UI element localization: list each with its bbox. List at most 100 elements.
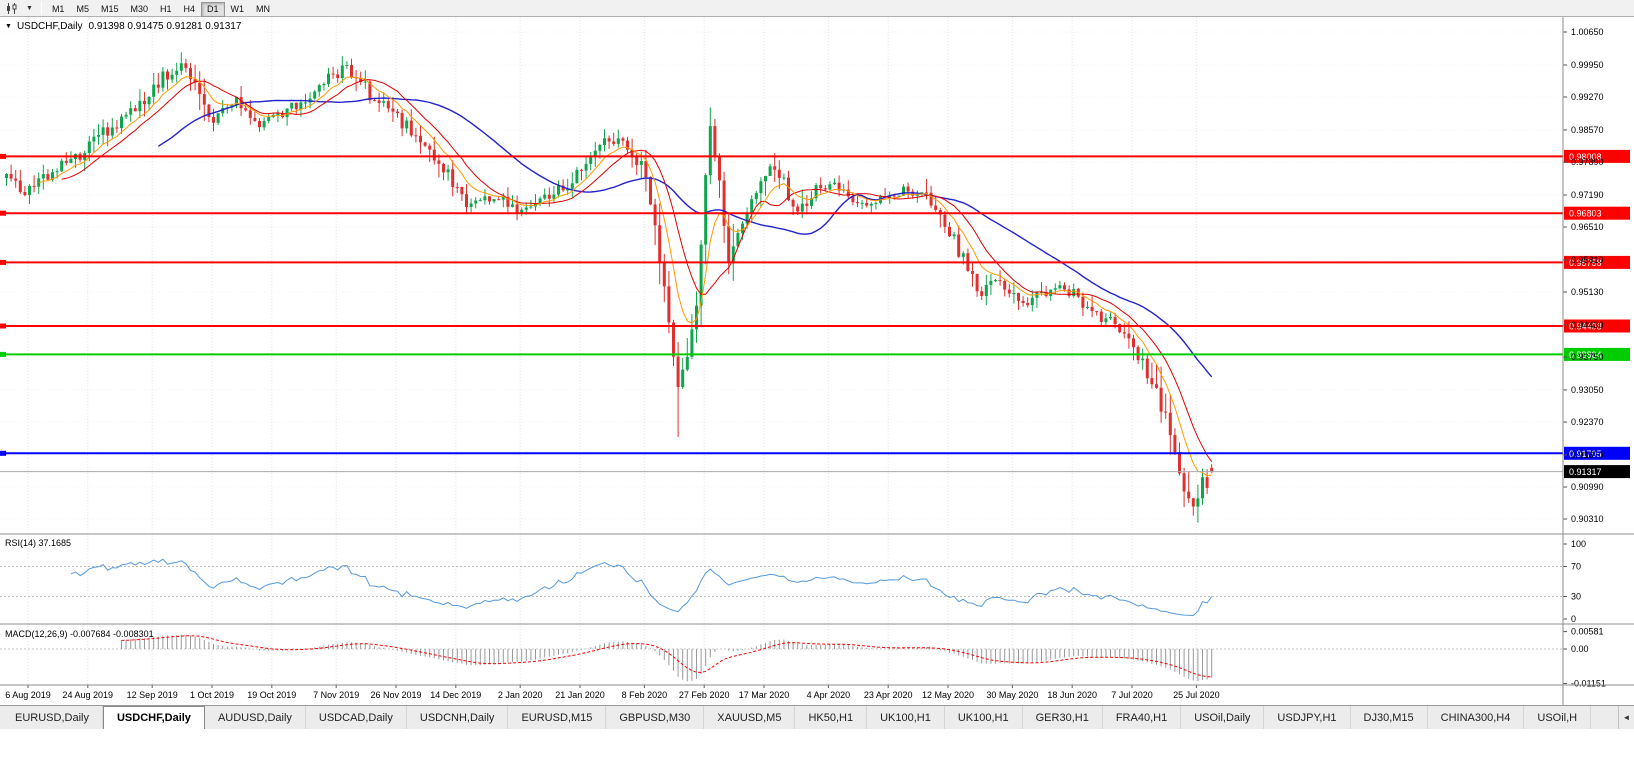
date-axis-label: 7 Nov 2019 — [313, 690, 359, 700]
price-axis-label: 0.94430 — [1571, 320, 1604, 330]
candles-layer — [5, 52, 1214, 523]
date-axis-label: 27 Feb 2020 — [679, 690, 730, 700]
macd-axis-label: 0.00581 — [1571, 627, 1604, 637]
timeframe-buttons-group: M1 M5 M15 M30 H1 H4 D1 W1 MN — [46, 0, 276, 17]
date-axis-label: 12 Sep 2019 — [127, 690, 178, 700]
date-axis-label: 30 May 2020 — [986, 690, 1038, 700]
price-axis-label: 0.90310 — [1571, 514, 1604, 524]
timeframe-button-m1[interactable]: M1 — [46, 2, 71, 17]
grid-layer — [0, 17, 1563, 685]
chart-dropdown-caret[interactable]: ▼ — [22, 1, 37, 16]
current-price-tag — [1564, 465, 1630, 479]
macd-axis-label: -0.01151 — [1571, 679, 1606, 689]
chart-tab-china300-h4[interactable]: CHINA300,H4 — [1428, 706, 1525, 729]
chart-tab-fra40-h1[interactable]: FRA40,H1 — [1103, 706, 1182, 729]
chart-tabs: EURUSD,Daily USDCHF,Daily AUDUSD,Daily USDC… — [0, 706, 1634, 729]
date-axis-label: 4 Apr 2020 — [807, 690, 851, 700]
date-axis-label: 6 Aug 2019 — [5, 690, 51, 700]
date-axis-label: 25 Jul 2020 — [1173, 690, 1220, 700]
date-axis-label: 1 Oct 2019 — [190, 690, 234, 700]
hline-price-tag — [1564, 347, 1630, 361]
chart-tabs-bar: EURUSD,Daily USDCHF,Daily AUDUSD,Daily USDC… — [0, 705, 1634, 729]
hline-handle[interactable] — [0, 153, 6, 159]
price-axis-label: 0.97890 — [1571, 157, 1604, 167]
current-price-tag-text: 0.91317 — [1569, 467, 1602, 477]
timeframe-button-h4[interactable]: H4 — [178, 2, 202, 17]
timeframe-button-h1[interactable]: H1 — [154, 2, 178, 17]
price-axis-label: 0.92370 — [1571, 417, 1604, 427]
timeframe-button-mn[interactable]: MN — [250, 2, 276, 17]
chart-tab-usoil-h[interactable]: USOil,H — [1524, 706, 1592, 729]
chart-tab-usdcad-daily[interactable]: USDCAD,Daily — [306, 706, 407, 729]
tab-scroll-left-button[interactable]: ◄ — [1618, 706, 1634, 729]
hline-price-tag-text: 0.96803 — [1569, 209, 1602, 219]
date-axis-label: 14 Dec 2019 — [430, 690, 481, 700]
price-axis-label: 0.99950 — [1571, 60, 1604, 70]
chart-tab-gbpusd-m30[interactable]: GBPUSD,M30 — [606, 706, 705, 729]
hline-handle[interactable] — [0, 259, 6, 265]
macd-signal-line — [121, 635, 1212, 678]
hline-handle[interactable] — [0, 210, 6, 216]
hline-handle[interactable] — [0, 351, 6, 357]
timeframe-button-m15[interactable]: M15 — [95, 2, 125, 17]
price-axis-label: 0.98570 — [1571, 125, 1604, 135]
price-axis-label: 0.90990 — [1571, 482, 1604, 492]
one-click-trading-caret-icon[interactable]: ▼ — [5, 23, 12, 30]
chart-tab-usdcnh-daily[interactable]: USDCNH,Daily — [407, 706, 509, 729]
timeframe-button-d1[interactable]: D1 — [201, 1, 225, 17]
date-axis-label: 2 Jan 2020 — [498, 690, 543, 700]
date-axis-label: 26 Nov 2019 — [370, 690, 421, 700]
timeframe-button-m5[interactable]: M5 — [70, 2, 95, 17]
price-axis-label: 0.93750 — [1571, 352, 1604, 362]
hline-handle[interactable] — [0, 323, 6, 329]
rsi-axis-label: 0 — [1571, 614, 1576, 624]
price-axis-label: 0.91670 — [1571, 450, 1604, 460]
chart-tab-xauusd-m5[interactable]: XAUUSD,M5 — [704, 706, 796, 729]
horizontal-lines-layer[interactable]: 0.98008 0.96803 0.95758 0.94408 0.93804 0.917… — [0, 149, 1630, 479]
chart-canvas[interactable]: 0.98008 0.96803 0.95758 0.94408 0.93804 0.917… — [0, 17, 1634, 705]
rsi-axis-label: 100 — [1571, 539, 1586, 549]
candlestick-chart-icon — [7, 2, 17, 14]
moving-averages-layer — [38, 76, 1213, 477]
hline-price-tag — [1564, 149, 1630, 163]
rsi-pane: 100 70 30 0 — [0, 539, 1586, 624]
pane-splitters[interactable] — [0, 17, 1634, 705]
chart-tab-eurusd-m15[interactable]: EURUSD,M15 — [508, 706, 607, 729]
chart-tab-eurusd-daily[interactable]: EURUSD,Daily — [2, 706, 103, 729]
hline-price-tag-text: 0.93804 — [1569, 350, 1602, 360]
timeframe-toolbar: ▼ M1 M5 M15 M30 H1 H4 D1 W1 MN — [0, 0, 1634, 17]
hline-price-tag-text: 0.91705 — [1569, 449, 1602, 459]
chart-tab-usdchf-daily[interactable]: USDCHF,Daily — [102, 706, 205, 729]
hline-price-tag-text: 0.94408 — [1569, 322, 1602, 332]
date-axis-label: 12 May 2020 — [922, 690, 974, 700]
date-axis-label: 23 Apr 2020 — [864, 690, 913, 700]
chart-tab-uk100-h1[interactable]: UK100,H1 — [867, 706, 945, 729]
chart-tab-uk100-h1[interactable]: UK100,H1 — [945, 706, 1023, 729]
price-axis-label: 0.95130 — [1571, 287, 1604, 297]
macd-pane: 0.00581 0.00 -0.01151 — [0, 627, 1606, 689]
chart-area[interactable]: 0.98008 0.96803 0.95758 0.94408 0.93804 0.917… — [0, 17, 1634, 705]
chart-tab-audusd-daily[interactable]: AUDUSD,Daily — [205, 706, 306, 729]
hline-price-tag — [1564, 206, 1630, 220]
price-axis-label: 0.95810 — [1571, 255, 1604, 265]
date-axis-label: 7 Jul 2020 — [1111, 690, 1153, 700]
chart-type-button[interactable] — [2, 1, 22, 16]
date-axis-label: 17 Mar 2020 — [739, 690, 790, 700]
date-axis[interactable]: 6 Aug 2019 24 Aug 2019 12 Sep 2019 1 Oct 20… — [5, 685, 1220, 700]
chart-tab-usoil-daily[interactable]: USOil,Daily — [1181, 706, 1265, 729]
macd-axis-label: 0.00 — [1571, 644, 1589, 654]
chart-tab-ger30-h1[interactable]: GER30,H1 — [1023, 706, 1103, 729]
hline-price-tag-text: 0.95758 — [1569, 258, 1602, 268]
chart-tab-dj30-m15[interactable]: DJ30,M15 — [1351, 706, 1428, 729]
macd-histogram — [121, 634, 1213, 682]
timeframe-button-m30[interactable]: M30 — [124, 2, 154, 17]
price-axis-label: 0.99270 — [1571, 92, 1604, 102]
chart-tab-hk50-h1[interactable]: HK50,H1 — [795, 706, 868, 729]
price-axis[interactable]: 1.00650 0.99950 0.99270 0.98570 0.97890 0.971… — [1563, 27, 1604, 524]
hline-handle[interactable] — [0, 450, 6, 456]
toolbar-separator — [40, 2, 42, 14]
timeframe-button-w1[interactable]: W1 — [225, 2, 251, 17]
price-axis-label: 0.96510 — [1571, 222, 1604, 232]
chart-tab-usdjpy-h1[interactable]: USDJPY,H1 — [1264, 706, 1351, 729]
